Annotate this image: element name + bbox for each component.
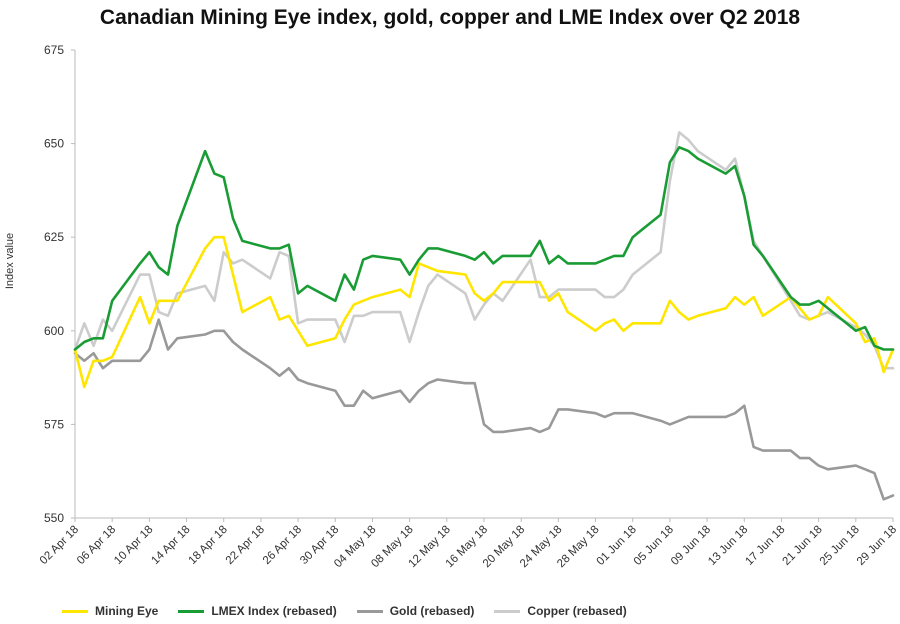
- series-line-copper-rebased: [73, 131, 895, 370]
- x-tick-label: 10 Apr 18: [112, 524, 155, 567]
- legend-swatch: [62, 609, 88, 613]
- chart-title: Canadian Mining Eye index, gold, copper …: [99, 6, 801, 29]
- x-tick-label: 09 Jun 18: [669, 524, 713, 568]
- chart-legend: Mining Eye LMEX Index (rebased) Gold (reba…: [62, 604, 627, 618]
- x-tick-label: 29 Jun 18: [855, 524, 899, 568]
- legend-swatch: [356, 609, 383, 613]
- legend-label: Copper (rebased): [527, 604, 627, 618]
- legend-item: Copper (rebased): [494, 604, 627, 618]
- x-tick-label: 02 Apr 18: [38, 524, 81, 567]
- x-tick-label: 25 Jun 18: [818, 524, 862, 568]
- legend-item: LMEX Index (rebased): [178, 604, 337, 618]
- y-tick-label: 650: [44, 137, 64, 151]
- x-tick-label: 26 Apr 18: [261, 524, 304, 567]
- y-tick-label: 600: [44, 324, 64, 338]
- series-line-gold-rebased: [73, 318, 895, 501]
- x-tick-label: 14 Apr 18: [149, 524, 192, 567]
- x-tick-label: 05 Jun 18: [632, 524, 676, 568]
- y-tick-label: 675: [44, 43, 64, 57]
- legend-item: Mining Eye: [62, 604, 158, 618]
- legend-item: Gold (rebased): [356, 604, 475, 618]
- series-line-lmex-index-rebased: [73, 146, 895, 351]
- legend-swatch: [494, 609, 521, 613]
- y-tick-label: 550: [44, 511, 64, 525]
- legend-label: LMEX Index (rebased): [211, 604, 337, 618]
- x-tick-label: 17 Jun 18: [743, 524, 787, 568]
- x-tick-label: 06 Apr 18: [75, 524, 118, 567]
- x-tick-label: 18 Apr 18: [187, 524, 230, 567]
- x-tick-label: 21 Jun 18: [781, 524, 825, 568]
- y-tick-label: 625: [44, 230, 64, 244]
- series-line-mining-eye: [73, 235, 895, 389]
- legend-label: Gold (rebased): [389, 604, 475, 618]
- y-tick-label: 575: [44, 417, 64, 431]
- x-tick-label: 13 Jun 18: [706, 524, 750, 568]
- x-tick-label: 22 Apr 18: [224, 524, 267, 567]
- legend-swatch: [178, 609, 205, 613]
- x-tick-label: 01 Jun 18: [595, 524, 639, 568]
- legend-label: Mining Eye: [95, 604, 159, 618]
